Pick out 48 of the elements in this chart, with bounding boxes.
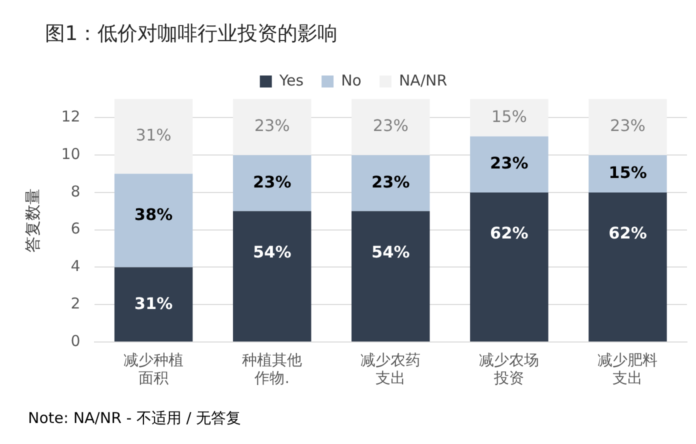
bar: [588, 192, 667, 342]
text: Note: NA/NR - 不适用 / 无答复: [28, 409, 242, 428]
y-tick-label: 4: [70, 257, 80, 276]
bar: [114, 174, 193, 268]
bar: [470, 136, 548, 192]
legend-label: No: [341, 71, 362, 90]
y-tick-label: 10: [61, 144, 80, 163]
bar: [352, 99, 430, 156]
annotation: 15%: [491, 106, 527, 126]
legend-label: Yes: [278, 71, 304, 90]
bar: [352, 211, 430, 342]
legend-label: NA/NR: [398, 71, 448, 90]
bar: [352, 155, 430, 212]
annotation: 31%: [136, 126, 172, 145]
bar: [114, 99, 193, 174]
annotation: 62%: [608, 224, 647, 243]
annotation: 23%: [490, 154, 528, 173]
bar: [114, 267, 193, 342]
y-axis-title: 答复数量: [22, 188, 42, 252]
y-tick-label: 12: [61, 108, 80, 126]
annotation: 62%: [490, 224, 528, 243]
chart-title: 图1：低价对咖啡行业投资的影响: [45, 20, 338, 47]
x-tick-label: 减少种植面积: [124, 350, 184, 387]
x-tick-label: 减少农场投资: [479, 350, 540, 387]
bar: [232, 211, 312, 342]
annotation: 54%: [371, 242, 410, 262]
annotation: 31%: [134, 294, 173, 313]
bar: [588, 155, 667, 192]
annotation: 54%: [252, 242, 292, 262]
annotation: 38%: [134, 204, 173, 224]
annotation: 23%: [252, 172, 292, 192]
y-tick-label: 2: [70, 294, 80, 313]
annotation: 23%: [372, 116, 408, 136]
bar: [470, 99, 548, 136]
bar: [588, 99, 667, 156]
y-tick-label: 0: [70, 332, 80, 350]
annotation: 23%: [254, 116, 290, 136]
bar: [470, 192, 548, 342]
annotation: 23%: [371, 172, 410, 192]
x-tick-label: 减少农药支出: [360, 350, 421, 387]
bar: [232, 99, 312, 156]
annotation: 23%: [610, 116, 646, 136]
bar: [232, 155, 312, 212]
x-tick-label: 减少肥料支出: [598, 350, 658, 387]
y-tick-label: 6: [70, 220, 80, 238]
y-tick-label: 8: [70, 182, 80, 200]
annotation: 15%: [608, 162, 647, 182]
x-tick-label: 种植其他作物.: [242, 350, 302, 387]
